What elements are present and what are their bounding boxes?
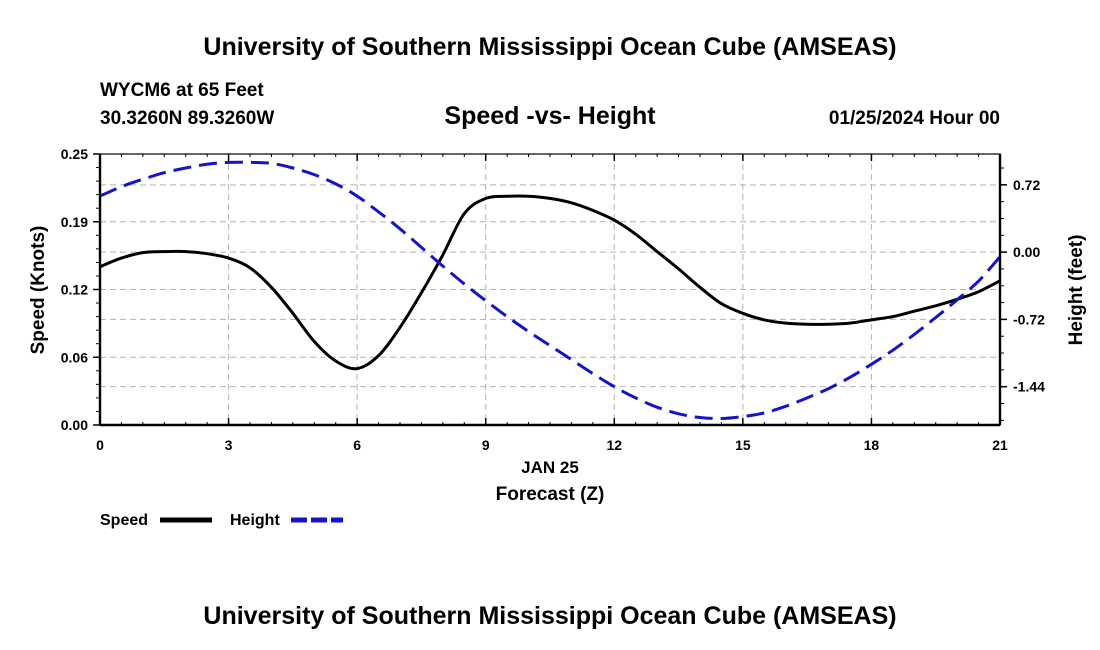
x-tick-label: 18 [864,437,880,453]
chart-title: Speed -vs- Height [444,102,656,130]
legend: Speed Height [100,512,343,529]
x-tick-label: 0 [96,437,104,453]
page-title: University of Southern Mississippi Ocean… [203,33,896,61]
forecast-datetime: 01/25/2024 Hour 00 [829,108,1000,129]
x-tick-label: 21 [992,437,1008,453]
y-left-tick-label: 0.00 [61,417,88,433]
y-right-tick-label: 0.72 [1013,177,1040,193]
x-axis-label: Forecast (Z) [496,484,605,505]
grid-lines [100,154,1000,425]
y-right-axis-label: Height (feet) [1066,235,1087,346]
footer-title: University of Southern Mississippi Ocean… [203,602,896,630]
station-label: WYCM6 at 65 Feet [100,80,264,101]
x-tick-label: 9 [482,437,490,453]
x-tick-label: 12 [606,437,622,453]
y-left-tick-label: 0.12 [61,282,88,298]
x-date-label: JAN 25 [521,458,579,477]
y-right-tick-label: -0.72 [1013,311,1045,327]
x-tick-label: 3 [225,437,233,453]
x-tick-label: 6 [353,437,361,453]
axis-ticks: 0 3 6 9 12 15 18 21 0.00 0.06 0.12 0.19 0.25 0.72 0.00… [61,146,1045,453]
legend-label-height: Height [230,512,280,529]
series-line-height [99,160,1002,421]
y-right-tick-label: -1.44 [1013,379,1045,395]
y-left-tick-label: 0.25 [61,146,88,162]
y-right-tick-label: 0.00 [1013,244,1040,260]
legend-label-speed: Speed [100,512,148,529]
coordinates-label: 30.3260N 89.3260W [100,108,274,129]
series-line-speed [99,194,1001,371]
series-layer [99,160,1002,421]
y-left-axis-label: Speed (Knots) [28,226,49,355]
y-left-tick-label: 0.19 [61,214,88,230]
x-tick-label: 15 [735,437,751,453]
y-left-tick-label: 0.06 [61,349,88,365]
